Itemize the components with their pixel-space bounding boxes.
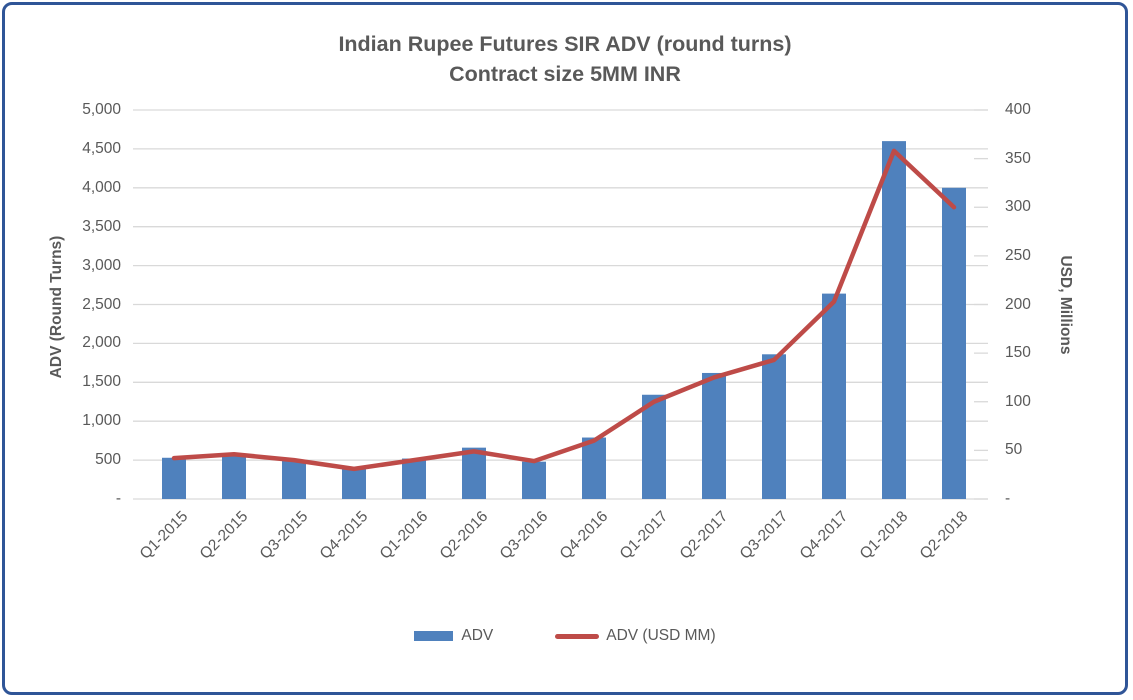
right-axis-tick-label: - — [1005, 490, 1011, 507]
bar-Q4-2015 — [342, 468, 366, 499]
right-axis-tick-label: 300 — [1005, 198, 1031, 216]
bar-Q2-2017 — [702, 372, 726, 499]
right-axis-tick-label: 350 — [1005, 149, 1031, 167]
left-axis-tick-label: - — [115, 490, 121, 507]
legend-label-adv: ADV — [461, 627, 494, 644]
chart-title-block: Indian Rupee Futures SIR ADV (round turn… — [5, 29, 1125, 89]
left-axis-tick-label: 4,500 — [82, 139, 121, 157]
legend-item-adv-usd: ADV (USD MM) — [555, 627, 716, 645]
left-axis-tick-label: 3,000 — [82, 256, 121, 274]
bar-Q2-2015 — [222, 455, 246, 499]
left-axis-tick-label: 2,000 — [82, 334, 121, 352]
right-axis-title: USD, Millions — [1057, 255, 1074, 355]
bar-Q3-2016 — [522, 461, 546, 499]
plot-area — [133, 109, 988, 500]
legend-label-adv-usd: ADV (USD MM) — [606, 627, 716, 644]
right-axis-tick-label: 400 — [1005, 101, 1031, 118]
left-axis-tick-label: 5,000 — [82, 101, 121, 118]
bar-Q1-2017 — [642, 394, 666, 499]
left-axis-tick-label: 2,500 — [82, 295, 121, 313]
chart-subtitle: Contract size 5MM INR — [449, 62, 681, 86]
bar-Q1-2016 — [402, 458, 426, 499]
adv-usd-line — [171, 148, 957, 472]
left-axis-tick-label: 3,500 — [82, 217, 121, 235]
bar-Q1-2018 — [882, 141, 906, 499]
right-axis-tick-label: 200 — [1005, 295, 1031, 313]
right-axis-tick-label: 150 — [1005, 344, 1031, 362]
left-axis-tick-label: 1,500 — [82, 373, 121, 391]
bar-Q3-2017 — [762, 354, 786, 499]
bar-Q2-2018 — [942, 187, 966, 500]
left-axis-title: ADV (Round Turns) — [48, 235, 65, 379]
chart-title: Indian Rupee Futures SIR ADV (round turn… — [338, 32, 792, 56]
bar-Q1-2015 — [162, 457, 186, 499]
legend-item-adv: ADV — [414, 627, 493, 645]
right-axis-tick-label: 100 — [1005, 392, 1031, 410]
bar-Q3-2015 — [282, 460, 306, 499]
left-axis-tick-label: 500 — [95, 451, 121, 469]
left-axis-tick-label: 4,000 — [82, 178, 121, 196]
bar-Q4-2017 — [822, 293, 846, 499]
legend: ADV ADV (USD MM) — [5, 625, 1125, 647]
left-axis-tick-label: 1,000 — [82, 412, 121, 430]
bar-Q4-2016 — [582, 437, 606, 499]
bar-Q2-2016 — [462, 447, 486, 499]
legend-line-swatch — [555, 633, 600, 639]
right-axis-tick-label: 50 — [1005, 441, 1023, 459]
legend-bar-swatch — [414, 631, 454, 641]
right-axis-tick-label: 250 — [1005, 246, 1031, 264]
